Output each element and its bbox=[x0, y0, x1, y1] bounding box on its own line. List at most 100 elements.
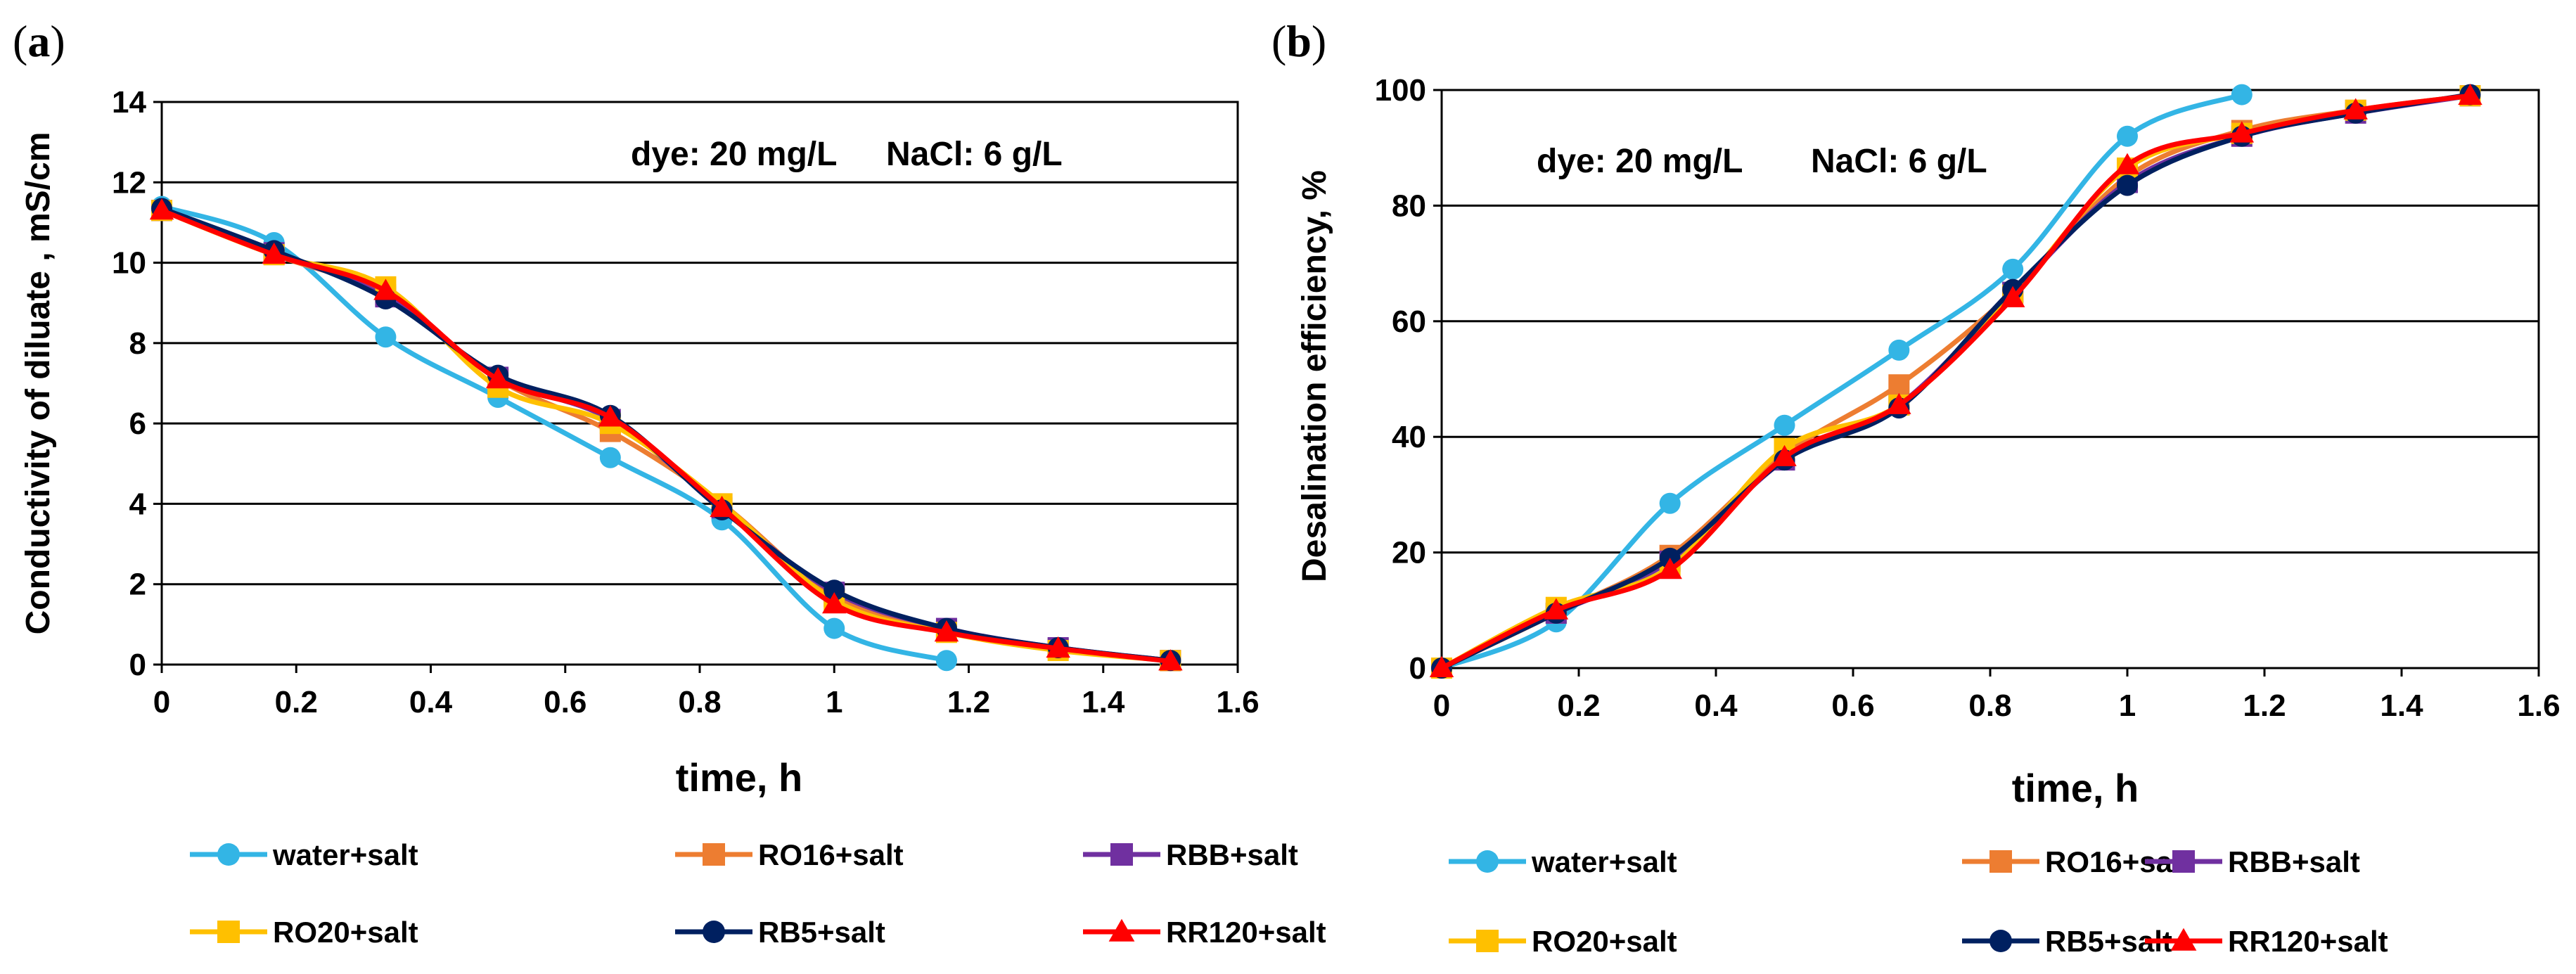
series-RBB+salt bbox=[151, 200, 1181, 672]
x-tick-label: 0 bbox=[1433, 688, 1450, 723]
x-tick-label: 0.2 bbox=[1557, 688, 1600, 723]
y-tick-label: 20 bbox=[1392, 536, 1426, 570]
data-point bbox=[1046, 636, 1070, 658]
legend-label: RBB+salt bbox=[1166, 838, 1298, 871]
y-tick-label: 0 bbox=[1409, 651, 1426, 686]
data-point bbox=[2229, 121, 2255, 143]
legend-marker bbox=[1110, 843, 1133, 866]
data-point bbox=[710, 495, 734, 518]
annotation-nacl-a: NaCl: 6 g/L bbox=[886, 136, 1063, 173]
y-tick-label: 8 bbox=[129, 326, 146, 361]
series-line bbox=[159, 205, 1173, 663]
legend-item: RO20+salt bbox=[1449, 925, 1677, 958]
data-point bbox=[1158, 649, 1183, 671]
data-point bbox=[599, 447, 621, 468]
x-tick-label: 0.6 bbox=[544, 685, 587, 719]
legend-item: RB5+salt bbox=[1962, 925, 2172, 958]
series-line bbox=[159, 207, 1173, 663]
x-tick-label: 1.4 bbox=[2380, 688, 2423, 723]
series-line bbox=[159, 204, 949, 663]
legend-marker bbox=[2172, 850, 2195, 873]
x-tick-label: 1.6 bbox=[2517, 688, 2560, 723]
y-tick-label: 14 bbox=[112, 85, 146, 120]
legend-label: RO16+salt bbox=[758, 838, 904, 871]
legend-item: RR120+salt bbox=[2145, 925, 2388, 958]
legend-label: RR120+salt bbox=[2228, 925, 2388, 958]
x-tick-label: 1 bbox=[826, 685, 842, 719]
x-tick-label: 1.6 bbox=[1216, 685, 1259, 719]
data-point bbox=[1429, 655, 1454, 677]
series-line bbox=[159, 207, 1173, 664]
data-point bbox=[262, 242, 286, 264]
annotation-dye-a: dye: 20 mg/L bbox=[631, 136, 837, 173]
panel-b-label: (b) bbox=[1271, 16, 1326, 66]
data-point bbox=[598, 405, 623, 427]
legend-marker bbox=[1476, 850, 1499, 873]
data-point bbox=[2458, 83, 2482, 105]
data-point bbox=[2231, 84, 2253, 105]
data-point bbox=[1888, 339, 1910, 361]
legend-label: water+salt bbox=[272, 838, 418, 871]
legend-marker bbox=[1108, 918, 1135, 942]
legend-item: RB5+salt bbox=[675, 916, 885, 949]
legend-item: RO20+salt bbox=[190, 916, 418, 949]
legend-marker bbox=[217, 921, 240, 943]
legend-item: RBB+salt bbox=[1083, 838, 1298, 871]
y-tick-label: 60 bbox=[1392, 305, 1426, 339]
data-point bbox=[1888, 374, 1910, 396]
legend-label: RR120+salt bbox=[1166, 916, 1326, 949]
legend-marker bbox=[2170, 928, 2197, 951]
x-tick-label: 1.4 bbox=[1082, 685, 1125, 719]
data-point bbox=[149, 198, 174, 220]
plot-area-b: 0 20 40 60 80 100 0 0.2 0.4 0.6 0.8 1 1.2 1.4 1.6 bbox=[1375, 73, 2561, 723]
legend-marker bbox=[703, 843, 725, 866]
annotation-nacl-b: NaCl: 6 g/L bbox=[1811, 143, 1987, 180]
legend-marker bbox=[1989, 850, 2012, 873]
x-tick-label: 1 bbox=[2119, 688, 2136, 723]
y-tick-label: 2 bbox=[129, 568, 146, 602]
legend-item: RBB+salt bbox=[2145, 845, 2360, 878]
series-line bbox=[1439, 93, 2473, 671]
data-point bbox=[1659, 492, 1681, 514]
data-point bbox=[824, 617, 845, 639]
annotation-dye-b: dye: 20 mg/L bbox=[1537, 143, 1743, 180]
x-axis-label-a: time, h bbox=[676, 755, 802, 800]
data-point bbox=[2117, 174, 2138, 196]
x-tick-label: 0.8 bbox=[1968, 688, 2011, 723]
x-tick-label: 0.4 bbox=[1694, 688, 1738, 723]
x-tick-label: 0.6 bbox=[1831, 688, 1874, 723]
series-line bbox=[159, 207, 1173, 663]
plot-frame bbox=[160, 101, 1239, 666]
data-point bbox=[824, 579, 845, 601]
data-point bbox=[2117, 125, 2138, 147]
legend-label: RB5+salt bbox=[758, 916, 885, 949]
data-point bbox=[934, 620, 959, 642]
legend-a: water+salt RO16+salt RBB+salt RO20+salt RB5+… bbox=[190, 838, 1326, 949]
legend-marker bbox=[1476, 930, 1499, 952]
data-point bbox=[375, 326, 397, 348]
y-tick-label: 4 bbox=[129, 487, 147, 521]
data-point bbox=[2002, 258, 2024, 280]
data-point bbox=[935, 650, 957, 672]
x-tick-label: 0 bbox=[153, 685, 170, 719]
panel-a: (a) 0 2 4 6 8 10 12 14 0 0.2 0.4 0.6 0.8 1 1.2 1.4 1.6 d… bbox=[13, 16, 1326, 949]
y-tick-label: 100 bbox=[1375, 73, 1426, 108]
legend-item: RR120+salt bbox=[1083, 916, 1326, 949]
data-point bbox=[1887, 392, 1911, 414]
series-RR120+salt bbox=[149, 198, 1183, 671]
x-tick-label: 1.2 bbox=[2243, 688, 2286, 723]
y-tick-label: 40 bbox=[1392, 420, 1426, 454]
data-point bbox=[1772, 444, 1797, 466]
data-point bbox=[1544, 598, 1569, 620]
x-tick-label: 0.4 bbox=[409, 685, 453, 719]
legend-marker bbox=[217, 843, 240, 866]
series-RO20+salt bbox=[151, 200, 1181, 672]
panel-a-label: (a) bbox=[13, 16, 65, 66]
series-line bbox=[159, 207, 1173, 663]
y-tick-label: 0 bbox=[129, 648, 146, 682]
legend-label: RO20+salt bbox=[273, 916, 418, 949]
x-tick-label: 0.2 bbox=[275, 685, 318, 719]
